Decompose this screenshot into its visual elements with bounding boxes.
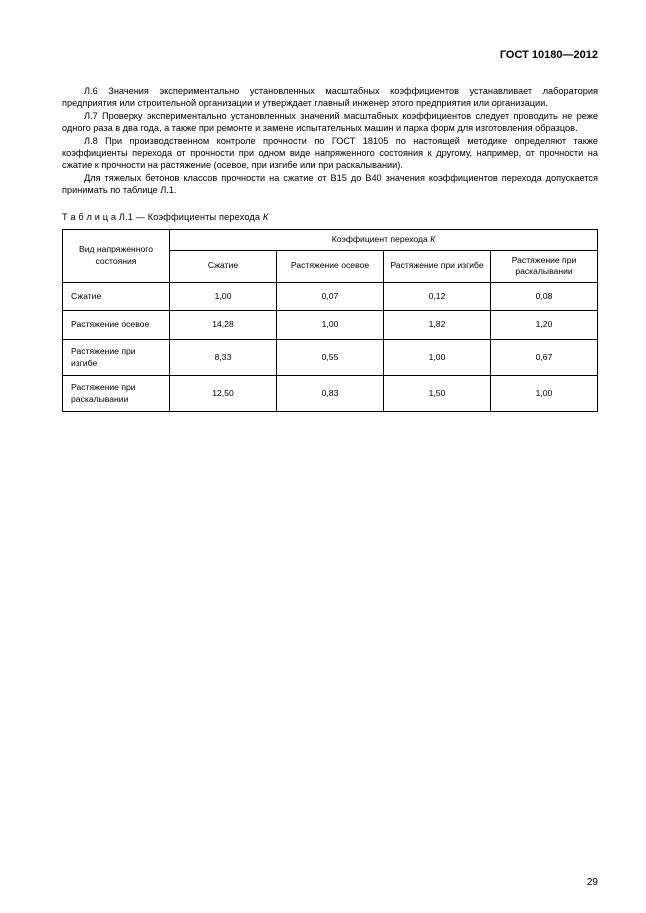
cell: 8,33 — [170, 340, 277, 376]
table-row: Растяжение при раскалывании 12,50 0,83 1… — [63, 376, 598, 412]
row-label: Растяжение осевое — [63, 311, 170, 340]
page-number: 29 — [587, 876, 598, 890]
cell: 1,00 — [277, 311, 384, 340]
cell: 0,08 — [491, 282, 598, 311]
row-header: Вид напряженного состояния — [63, 230, 170, 283]
cell: 1,00 — [170, 282, 277, 311]
group-header-text: Коэффициент перехода — [332, 234, 430, 244]
table-row: Сжатие 1,00 0,07 0,12 0,08 — [63, 282, 598, 311]
cell: 1,00 — [384, 340, 491, 376]
col-2: Растяжение при изгибе — [384, 250, 491, 282]
row-label: Растяжение при изгибе — [63, 340, 170, 376]
coefficients-table: Вид напряженного состояния Коэффициент п… — [62, 229, 598, 412]
paragraph-l8b: Для тяжелых бетонов классов прочности на… — [62, 172, 598, 197]
cell: 0,67 — [491, 340, 598, 376]
table-caption-prefix: Т а б л и ц а — [62, 212, 116, 222]
row-label: Сжатие — [63, 282, 170, 311]
col-0: Сжатие — [170, 250, 277, 282]
table-row: Растяжение осевое 14,28 1,00 1,82 1,20 — [63, 311, 598, 340]
col-1: Растяжение осевое — [277, 250, 384, 282]
cell: 14,28 — [170, 311, 277, 340]
paragraph-l8: Л.8 При производственном контроле прочно… — [62, 135, 598, 172]
col-3: Растяжение при раскалывании — [491, 250, 598, 282]
group-header-italic: К — [430, 234, 435, 244]
table-caption-italic: К — [263, 212, 269, 222]
row-label: Растяжение при раскалывании — [63, 376, 170, 412]
table-caption: Т а б л и ц а Л.1 — Коэффициенты переход… — [62, 211, 598, 223]
cell: 0,55 — [277, 340, 384, 376]
cell: 0,83 — [277, 376, 384, 412]
cell: 1,50 — [384, 376, 491, 412]
table-caption-rest: Л.1 — Коэффициенты перехода — [116, 212, 263, 222]
cell: 1,82 — [384, 311, 491, 340]
column-group-header: Коэффициент перехода К — [170, 230, 598, 251]
cell: 0,07 — [277, 282, 384, 311]
cell: 0,12 — [384, 282, 491, 311]
paragraph-l7: Л.7 Проверку экспериментально установлен… — [62, 110, 598, 135]
cell: 12,50 — [170, 376, 277, 412]
document-header: ГОСТ 10180—2012 — [62, 48, 598, 63]
table-row: Растяжение при изгибе 8,33 0,55 1,00 0,6… — [63, 340, 598, 376]
cell: 1,00 — [491, 376, 598, 412]
paragraph-l6: Л.6 Значения экспериментально установлен… — [62, 85, 598, 110]
cell: 1,20 — [491, 311, 598, 340]
